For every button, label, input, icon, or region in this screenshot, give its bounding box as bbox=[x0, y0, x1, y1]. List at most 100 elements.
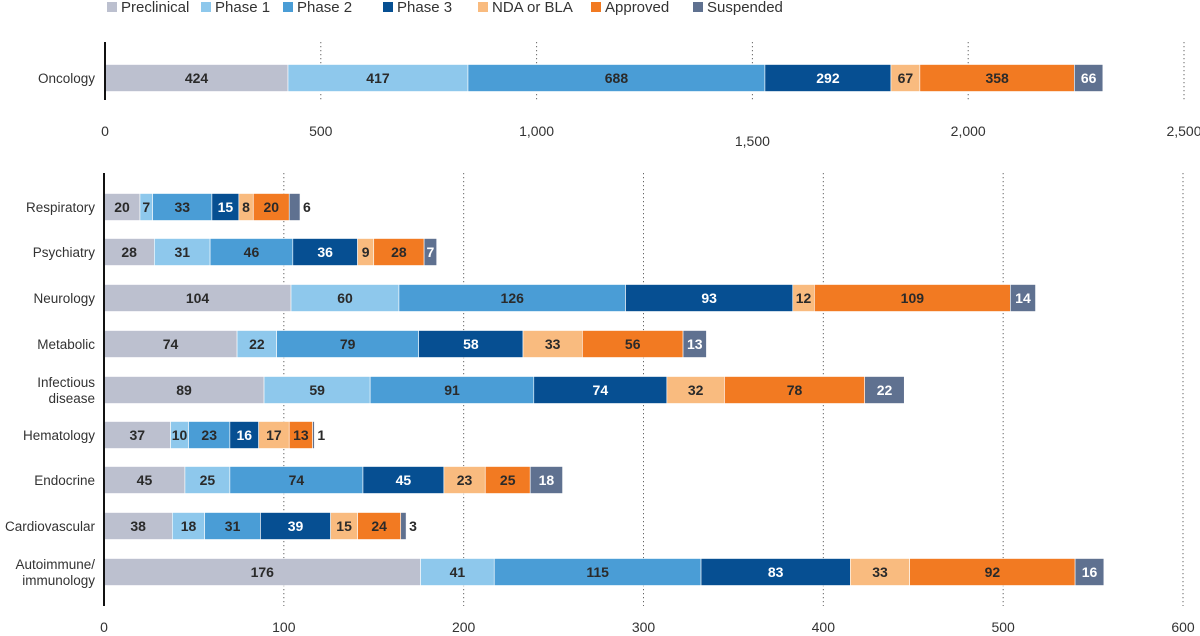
bar-segment-respiratory-phase-3 bbox=[211, 193, 240, 221]
bar-segment-metabolic-phase-3 bbox=[418, 330, 524, 358]
x-tick-label-200: 200 bbox=[452, 619, 476, 635]
x-tick-label-300: 300 bbox=[632, 619, 656, 635]
legend-label-preclinical: Preclinical bbox=[121, 0, 189, 16]
oncology-panel: 0 500 1,000 1,500 2,000 2,500 Oncology 424 417 68… bbox=[38, 42, 1200, 149]
value-label-psychiatry-preclinical: 28 bbox=[121, 244, 137, 260]
legend-swatch-approved bbox=[591, 2, 601, 12]
bar-segment-autoimmune-immunology-suspended bbox=[1074, 558, 1105, 586]
value-label-metabolic-approved: 56 bbox=[625, 336, 641, 352]
bar-segment-metabolic-nda-or-bla bbox=[522, 330, 583, 358]
bar-segment-infectious-disease-preclinical bbox=[103, 376, 265, 404]
bar-segment-neurology-phase-2 bbox=[398, 284, 626, 312]
bar-segment-cardiovascular-phase-1 bbox=[172, 512, 206, 540]
bar-segment-cardiovascular-suspended bbox=[400, 512, 407, 540]
value-label-autoimmune-immunology-approved: 92 bbox=[985, 564, 1001, 580]
value-label-endocrine-preclinical: 45 bbox=[137, 472, 153, 488]
bar-segment-oncology-phase-3 bbox=[764, 64, 892, 92]
bar-segment-infectious-disease-phase-2 bbox=[369, 376, 535, 404]
value-label-hematology-phase-1: 10 bbox=[172, 427, 188, 443]
value-label-metabolic-phase-1: 22 bbox=[249, 336, 265, 352]
bar-segment-oncology-approved bbox=[919, 64, 1075, 92]
x-tick-label-1-500: 1,500 bbox=[735, 133, 770, 149]
value-label-respiratory-approved: 20 bbox=[263, 199, 279, 215]
bar-segment-endocrine-phase-3 bbox=[362, 466, 445, 494]
value-label-infectious-disease-preclinical: 89 bbox=[176, 382, 192, 398]
category-label-respiratory: Respiratory bbox=[26, 200, 95, 215]
legend-label-phase-2: Phase 2 bbox=[297, 0, 352, 16]
value-label-neurology-phase-3: 93 bbox=[701, 290, 717, 306]
bar-segment-endocrine-suspended bbox=[529, 466, 563, 494]
value-label-cardiovascular-phase-3: 39 bbox=[288, 518, 304, 534]
bar-segment-respiratory-phase-2 bbox=[152, 193, 213, 221]
value-label-endocrine-phase-3: 45 bbox=[396, 472, 412, 488]
bar-segment-respiratory-approved bbox=[252, 193, 290, 221]
value-label-autoimmune-immunology-phase-3: 83 bbox=[768, 564, 784, 580]
x-tick-label-500: 500 bbox=[309, 123, 333, 139]
value-label-psychiatry-suspended: 7 bbox=[426, 244, 434, 260]
value-label-autoimmune-immunology-nda-or-bla: 33 bbox=[872, 564, 888, 580]
value-label-metabolic-preclinical: 74 bbox=[163, 336, 179, 352]
value-label-hematology-approved: 13 bbox=[293, 427, 309, 443]
bar-segment-metabolic-phase-2 bbox=[276, 330, 420, 358]
x-tick-label-2-000: 2,000 bbox=[951, 123, 986, 139]
bar-segment-oncology-phase-2 bbox=[467, 64, 766, 92]
bar-segment-neurology-suspended bbox=[1010, 284, 1036, 312]
bar-segment-infectious-disease-phase-1 bbox=[263, 376, 371, 404]
legend-swatch-suspended bbox=[693, 2, 703, 12]
bar-segment-infectious-disease-nda-or-bla bbox=[666, 376, 725, 404]
value-label-hematology-preclinical: 37 bbox=[129, 427, 145, 443]
value-label-neurology-preclinical: 104 bbox=[186, 290, 210, 306]
bar-segment-psychiatry-phase-2 bbox=[209, 238, 294, 266]
value-label-cardiovascular-phase-2: 31 bbox=[225, 518, 241, 534]
value-label-respiratory-suspended: 6 bbox=[303, 199, 311, 215]
bar-segment-autoimmune-immunology-phase-1 bbox=[420, 558, 495, 586]
value-label-respiratory-preclinical: 20 bbox=[114, 199, 130, 215]
value-label-oncology-nda-or-bla: 67 bbox=[898, 70, 914, 86]
x-tick-label-600: 600 bbox=[1171, 619, 1195, 635]
bar-segment-cardiovascular-preclinical bbox=[103, 512, 173, 540]
category-label-endocrine: Endocrine bbox=[34, 473, 95, 488]
value-label-cardiovascular-nda-or-bla: 15 bbox=[336, 518, 352, 534]
value-label-endocrine-suspended: 18 bbox=[539, 472, 555, 488]
value-label-metabolic-phase-2: 79 bbox=[340, 336, 356, 352]
value-label-infectious-disease-phase-3: 74 bbox=[593, 382, 609, 398]
value-label-infectious-disease-nda-or-bla: 32 bbox=[688, 382, 704, 398]
category-label-autoimmune-immunology: Autoimmune/immunology bbox=[15, 557, 95, 588]
value-label-oncology-phase-3: 292 bbox=[816, 70, 840, 86]
value-label-infectious-disease-phase-2: 91 bbox=[444, 382, 460, 398]
x-tick-label-400: 400 bbox=[812, 619, 836, 635]
bar-segment-respiratory-preclinical bbox=[103, 193, 141, 221]
bar-segment-endocrine-preclinical bbox=[103, 466, 186, 494]
x-tick-label-1-000: 1,000 bbox=[519, 123, 554, 139]
bar-segment-psychiatry-phase-1 bbox=[154, 238, 211, 266]
bar-segment-metabolic-approved bbox=[582, 330, 684, 358]
value-label-oncology-phase-2: 688 bbox=[605, 70, 629, 86]
value-label-neurology-nda-or-bla: 12 bbox=[796, 290, 812, 306]
x-tick-label-100: 100 bbox=[272, 619, 296, 635]
value-label-metabolic-nda-or-bla: 33 bbox=[545, 336, 561, 352]
value-label-infectious-disease-approved: 78 bbox=[787, 382, 803, 398]
category-label-infectious-disease: Infectious disease bbox=[37, 375, 95, 406]
bar-segment-metabolic-suspended bbox=[682, 330, 707, 358]
bar-segment-autoimmune-immunology-phase-3 bbox=[700, 558, 851, 586]
legend-swatch-nda-or-bla bbox=[478, 2, 488, 12]
value-label-neurology-phase-2: 126 bbox=[501, 290, 525, 306]
value-label-oncology-suspended: 66 bbox=[1081, 70, 1097, 86]
value-label-oncology-preclinical: 424 bbox=[185, 70, 209, 86]
bar-segment-metabolic-preclinical bbox=[103, 330, 238, 358]
bar-segment-infectious-disease-approved bbox=[724, 376, 865, 404]
bar-segment-autoimmune-immunology-nda-or-bla bbox=[850, 558, 910, 586]
bar-segment-endocrine-phase-1 bbox=[184, 466, 231, 494]
chart-legend: Preclinical Phase 1 Phase 2 Phase 3 NDA or B… bbox=[107, 0, 783, 16]
bar-segment-infectious-disease-suspended bbox=[864, 376, 905, 404]
x-tick-label-0: 0 bbox=[100, 619, 108, 635]
bar-segment-endocrine-nda-or-bla bbox=[443, 466, 486, 494]
bar-segment-cardiovascular-approved bbox=[357, 512, 402, 540]
bar-segment-oncology-nda-or-bla bbox=[890, 64, 921, 92]
value-label-respiratory-phase-2: 33 bbox=[174, 199, 190, 215]
value-label-endocrine-phase-2: 74 bbox=[289, 472, 305, 488]
value-label-infectious-disease-phase-1: 59 bbox=[309, 382, 325, 398]
category-label-metabolic: Metabolic bbox=[37, 337, 95, 352]
